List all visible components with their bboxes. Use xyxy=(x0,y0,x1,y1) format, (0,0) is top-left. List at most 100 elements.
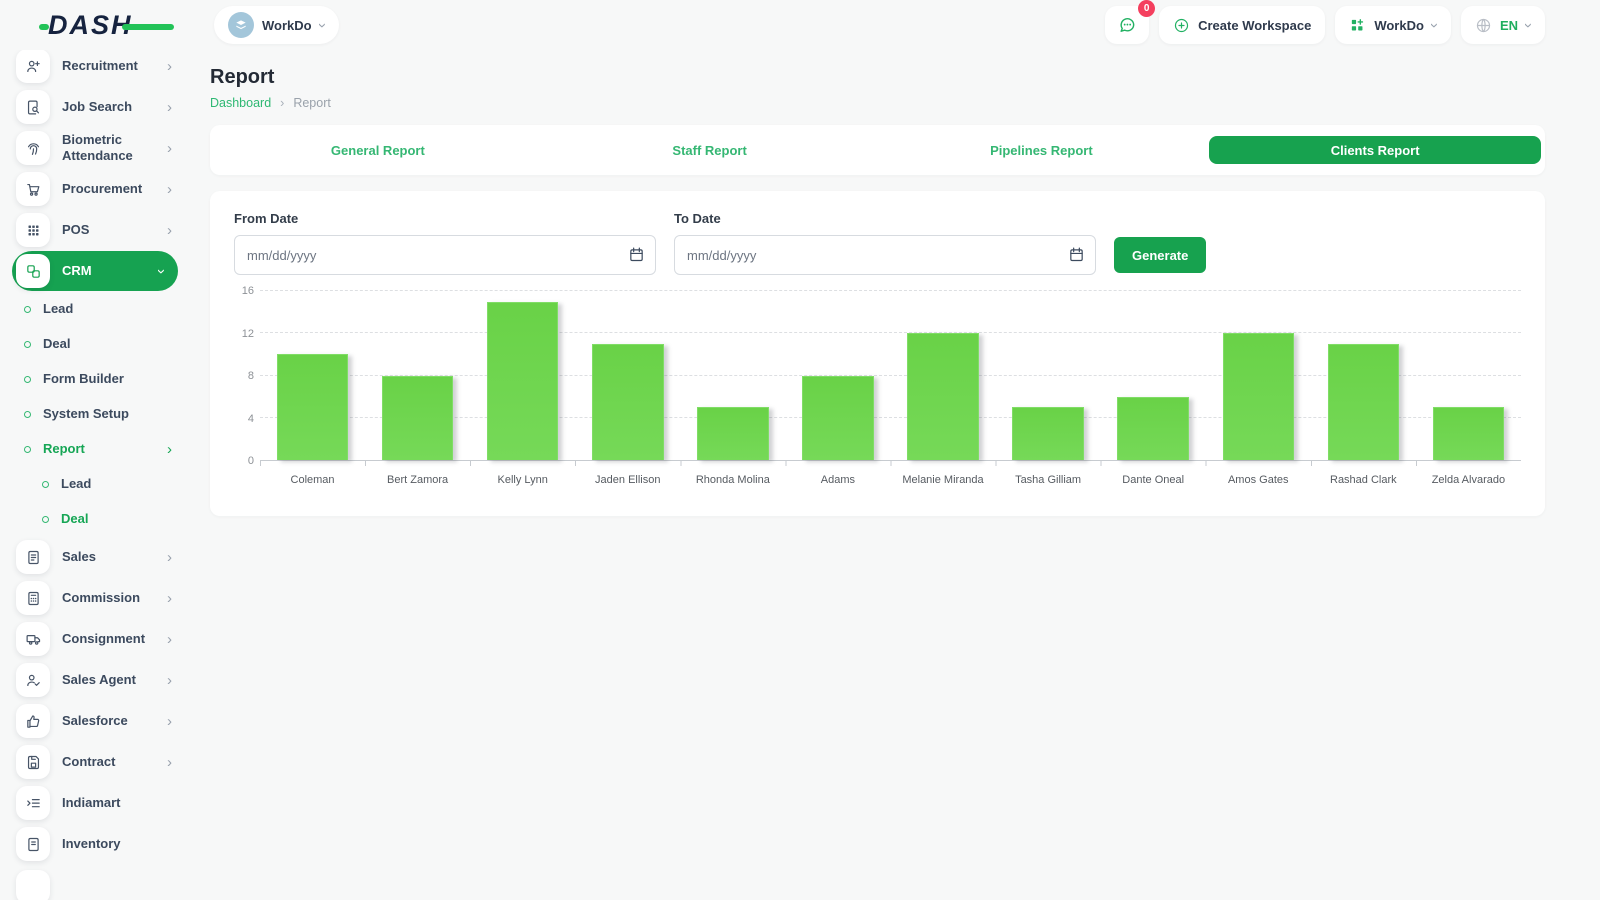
bullet-icon xyxy=(24,376,31,383)
report-tabs: General Report Staff Report Pipelines Re… xyxy=(210,125,1545,175)
x-axis-label: Zelda Alvarado xyxy=(1431,474,1506,486)
sidebar-item-label: POS xyxy=(62,221,90,237)
sales-agent-icon xyxy=(16,663,50,697)
gridline xyxy=(260,290,1521,291)
app-logo[interactable]: DASH xyxy=(39,9,190,41)
bar-rashad-clark[interactable] xyxy=(1327,343,1400,460)
bar-slot xyxy=(260,291,365,460)
workdo-menu-label: WorkDo xyxy=(1374,17,1424,33)
messages-button[interactable]: 0 xyxy=(1105,0,1156,44)
sidebar-subitem-label: Lead xyxy=(43,301,74,317)
bar-zelda-alvarado[interactable] xyxy=(1432,407,1505,460)
tab-staff-report[interactable]: Staff Report xyxy=(672,142,747,158)
language-code: EN xyxy=(1499,17,1518,33)
main-content: Report Dashboard › Report General Report… xyxy=(190,50,1600,900)
sidebar-item-consignment[interactable]: Consignment › xyxy=(12,619,178,659)
sidebar-item-indiamart[interactable]: Indiamart xyxy=(12,783,178,823)
sidebar-item-label: Procurement xyxy=(62,180,143,196)
chevron-right-icon: › xyxy=(167,180,172,198)
generate-button[interactable]: Generate xyxy=(1114,237,1207,273)
inventory-icon xyxy=(16,827,50,861)
sidebar-subitem-deal[interactable]: Deal xyxy=(12,327,178,362)
x-axis-label: Coleman xyxy=(290,474,335,486)
sidebar-subitem-report-lead[interactable]: Lead xyxy=(12,467,178,502)
bar-adams[interactable] xyxy=(802,375,874,460)
bar-rhonda-molina[interactable] xyxy=(697,407,769,460)
sidebar-item-contract[interactable]: Contract › xyxy=(12,742,178,782)
bar-jaden-ellison[interactable] xyxy=(592,343,664,460)
breadcrumb-separator: › xyxy=(280,96,285,110)
bar-slot xyxy=(470,291,575,460)
x-axis-label: Rhonda Molina xyxy=(695,474,770,486)
language-selector[interactable]: EN › xyxy=(1460,6,1545,44)
sidebar-subitem-form-builder[interactable]: Form Builder xyxy=(12,362,178,397)
sidebar-item-salesforce[interactable]: Salesforce › xyxy=(12,701,178,741)
create-workspace-button[interactable]: Create Workspace xyxy=(1159,6,1326,44)
report-card: From Date To Date Generate 0 4 8 12 16 xyxy=(210,191,1545,516)
x-axis-label: Adams xyxy=(820,474,856,486)
pos-grid-icon xyxy=(16,213,50,247)
bar-dante-oneal[interactable] xyxy=(1117,396,1189,460)
from-date-input[interactable] xyxy=(234,235,656,275)
job-search-icon xyxy=(16,90,50,124)
tab-general-report[interactable]: General Report xyxy=(330,142,425,158)
sidebar-item-sales-agent[interactable]: Sales Agent › xyxy=(12,660,178,700)
sidebar-item-sales[interactable]: Sales › xyxy=(12,537,178,577)
chat-bubble-icon xyxy=(1120,18,1135,32)
bar-slot xyxy=(996,291,1101,460)
sidebar-subitem-label: Report xyxy=(43,441,85,457)
workdo-menu-button[interactable]: WorkDo › xyxy=(1335,6,1451,44)
contract-icon xyxy=(16,745,50,779)
sidebar-subitem-report[interactable]: Report › xyxy=(12,432,178,467)
sidebar-subitem-label: Lead xyxy=(61,476,92,492)
y-axis-tick: 16 xyxy=(241,285,254,297)
bar-melanie-miranda[interactable] xyxy=(907,333,979,460)
bar-bert-zamora[interactable] xyxy=(381,375,454,460)
breadcrumb-dashboard-link[interactable]: Dashboard xyxy=(210,96,272,110)
bar-tasha-gilliam[interactable] xyxy=(1012,407,1084,460)
calendar-icon[interactable] xyxy=(1068,246,1085,263)
bullet-icon xyxy=(24,306,31,313)
salesforce-icon xyxy=(16,704,50,738)
sidebar-item-crm[interactable]: CRM › xyxy=(12,251,178,291)
chevron-right-icon: › xyxy=(167,753,172,771)
chevron-right-icon: › xyxy=(167,548,172,566)
sidebar-item-biometric-attendance[interactable]: Biometric Attendance › xyxy=(12,128,178,168)
sidebar-item-pos[interactable]: POS › xyxy=(12,210,178,250)
chevron-right-icon: › xyxy=(167,671,172,689)
bar-kelly-lynn[interactable] xyxy=(486,301,559,460)
sidebar-item-procurement[interactable]: Procurement › xyxy=(12,169,178,209)
bar-amos-gates[interactable] xyxy=(1222,333,1294,460)
sidebar-item-label: Consignment xyxy=(62,630,146,646)
bar-coleman[interactable] xyxy=(276,354,349,460)
sidebar-item-job-search[interactable]: Job Search › xyxy=(12,87,178,127)
sidebar-item-recruitment[interactable]: Recruitment › xyxy=(12,50,178,86)
header-actions: 0 Create Workspace WorkDo › EN › xyxy=(1105,0,1545,44)
chevron-right-icon: › xyxy=(167,589,172,607)
sidebar-subitem-label: System Setup xyxy=(43,406,129,422)
tab-clients-report[interactable]: Clients Report xyxy=(1209,136,1541,164)
sidebar-item-inventory[interactable]: Inventory xyxy=(12,824,178,864)
chevron-right-icon: › xyxy=(167,221,172,239)
logo-text: DASH xyxy=(48,9,133,40)
to-date-input[interactable] xyxy=(674,235,1096,275)
chevron-down-icon: › xyxy=(313,22,331,28)
chart-plot xyxy=(260,290,1521,461)
sidebar-subitem-system-setup[interactable]: System Setup xyxy=(12,397,178,432)
sidebar-item-partial[interactable] xyxy=(16,870,50,900)
plus-circle-icon xyxy=(1174,18,1189,32)
workspace-switcher[interactable]: WorkDo › xyxy=(214,6,339,44)
grid-plus-icon xyxy=(1352,18,1364,30)
top-header: DASH WorkDo › 0 Create Workspace WorkDo … xyxy=(0,0,1600,50)
sidebar-item-commission[interactable]: Commission › xyxy=(12,578,178,618)
chevron-down-icon: › xyxy=(153,268,170,274)
procurement-cart-icon xyxy=(16,172,50,206)
x-axis-label: Melanie Miranda xyxy=(902,474,984,486)
sidebar-subitem-report-deal[interactable]: Deal xyxy=(12,502,178,537)
tab-pipelines-report[interactable]: Pipelines Report xyxy=(990,142,1093,158)
bar-slot xyxy=(575,291,680,460)
sidebar-subitem-lead[interactable]: Lead xyxy=(12,292,178,327)
from-date-field: From Date xyxy=(234,211,656,275)
calendar-icon[interactable] xyxy=(628,246,645,263)
sidebar-item-label: CRM xyxy=(62,262,92,278)
